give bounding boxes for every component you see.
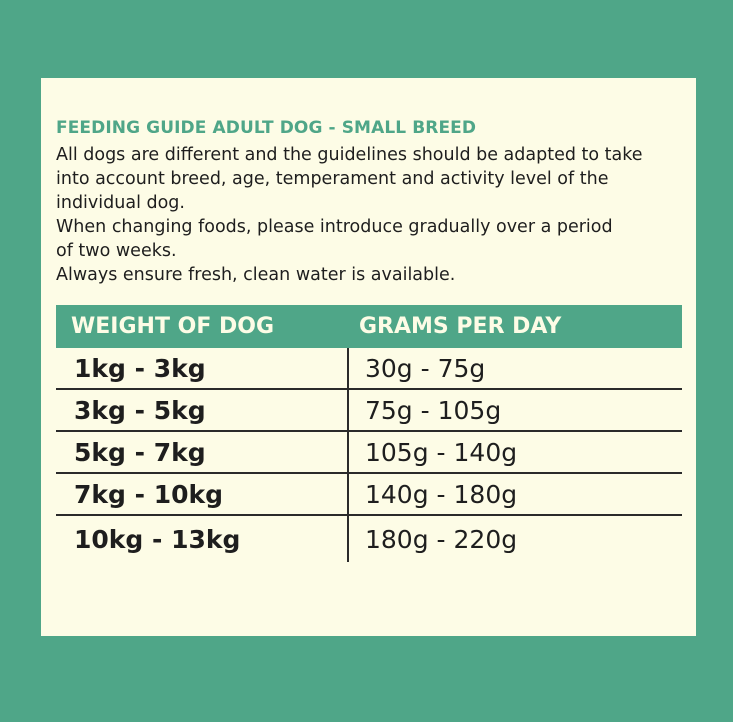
grams-cell: 105g - 140g: [365, 437, 518, 467]
table-row: 5kg - 7kg 105g - 140g: [56, 432, 682, 474]
grams-cell: 180g - 220g: [365, 524, 518, 554]
weight-cell: 10kg - 13kg: [74, 524, 241, 554]
table-row: 10kg - 13kg 180g - 220g: [56, 516, 682, 562]
intro-paragraph: When changing foods, please introduce gr…: [56, 217, 613, 261]
header-grams: GRAMS PER DAY: [359, 314, 562, 339]
table-row: 3kg - 5kg 75g - 105g: [56, 390, 682, 432]
feeding-guide-panel: FEEDING GUIDE ADULT DOG - SMALL BREED Al…: [41, 78, 696, 636]
grams-cell: 140g - 180g: [365, 479, 518, 509]
column-divider: [347, 348, 349, 562]
weight-cell: 5kg - 7kg: [74, 437, 206, 467]
weight-cell: 7kg - 10kg: [74, 479, 224, 509]
table-row: 1kg - 3kg 30g - 75g: [56, 348, 682, 390]
grams-cell: 75g - 105g: [365, 395, 502, 425]
intro-paragraph: All dogs are different and the guideline…: [56, 145, 643, 213]
guide-title: FEEDING GUIDE ADULT DOG - SMALL BREED: [56, 118, 477, 138]
feeding-table: WEIGHT OF DOG GRAMS PER DAY 1kg - 3kg 30g…: [56, 305, 682, 562]
grams-cell: 30g - 75g: [365, 353, 486, 383]
intro-paragraph: Always ensure fresh, clean water is avai…: [56, 265, 456, 285]
table-row: 7kg - 10kg 140g - 180g: [56, 474, 682, 516]
weight-cell: 3kg - 5kg: [74, 395, 206, 425]
table-header: WEIGHT OF DOG GRAMS PER DAY: [56, 305, 682, 348]
weight-cell: 1kg - 3kg: [74, 353, 206, 383]
intro-text: All dogs are different and the guideline…: [56, 143, 676, 287]
header-weight: WEIGHT OF DOG: [71, 314, 275, 339]
